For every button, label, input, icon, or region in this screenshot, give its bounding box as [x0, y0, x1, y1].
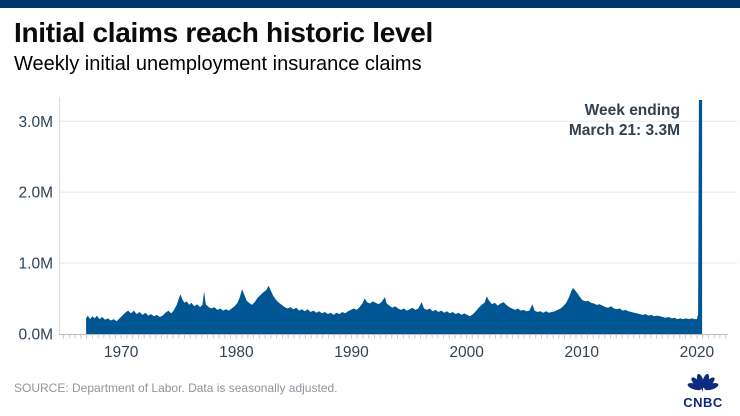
cnbc-logo: CNBC [679, 367, 727, 409]
peak-annotation-line1: Week ending [584, 102, 680, 119]
x-tick-label: 1970 [104, 344, 139, 361]
x-tick-label: 2020 [680, 344, 715, 361]
y-tick-label: 2.0M [19, 185, 53, 202]
x-tick-label: 2000 [449, 344, 484, 361]
x-tick-label: 1980 [219, 344, 254, 361]
x-tick-label: 2010 [565, 344, 600, 361]
cnbc-wordmark: CNBC [683, 395, 723, 410]
y-tick-label: 0.0M [19, 327, 53, 344]
chart-subtitle: Weekly initial unemployment insurance cl… [14, 53, 422, 75]
brand-accent-bar [0, 0, 740, 8]
y-tick-label: 1.0M [19, 256, 53, 273]
y-tick-label: 3.0M [19, 114, 53, 131]
x-tick-label: 1990 [334, 344, 369, 361]
cnbc-peacock-icon [687, 373, 719, 393]
peak-annotation: Week ending March 21: 3.3M [569, 101, 680, 141]
page-title: Initial claims reach historic level [14, 17, 434, 48]
source-note: SOURCE: Department of Labor. Data is sea… [14, 381, 338, 395]
peak-annotation-line2: March 21: 3.3M [568, 122, 680, 139]
